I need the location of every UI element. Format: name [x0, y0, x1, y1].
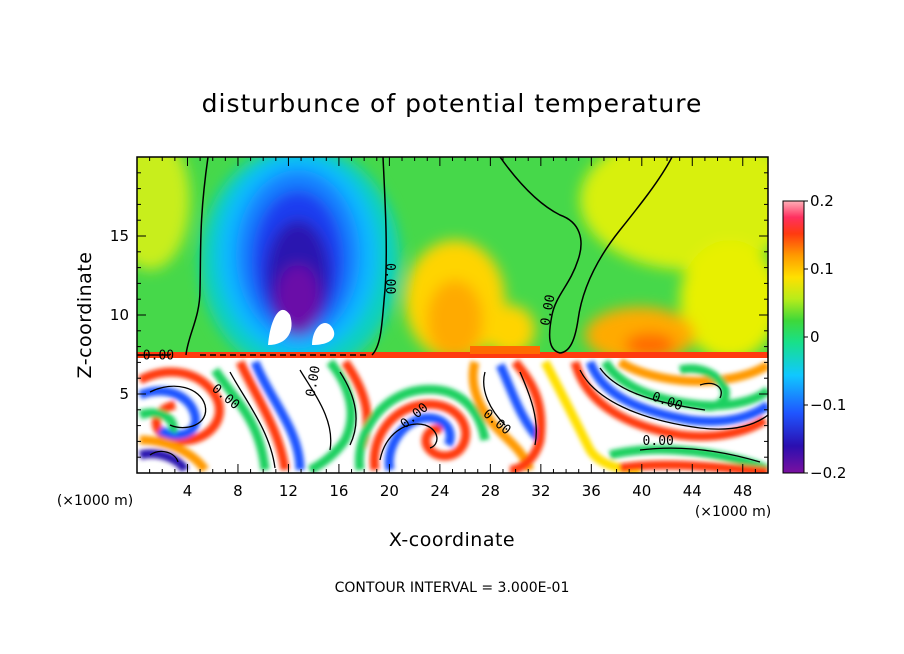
chart-title: disturbunce of potential temperature [202, 89, 703, 118]
x-tick-label: 16 [329, 482, 348, 500]
colorbar-tick-label: −0.2 [810, 464, 846, 482]
y-tick-label: 10 [110, 306, 129, 324]
x-axis-label: X-coordinate [389, 529, 515, 551]
contour-label: 0.00 [304, 365, 324, 398]
x-tick-label: 24 [430, 482, 449, 500]
x-tick-label: 48 [733, 482, 752, 500]
colorbar-tick-label: 0.2 [810, 192, 834, 210]
x-tick-label: 8 [233, 482, 243, 500]
contour-label: 0.00 [143, 349, 174, 364]
contour-label: 0.00 [643, 434, 674, 449]
x-tick-label: 36 [582, 482, 601, 500]
y-tick-label: 15 [110, 227, 129, 245]
x-tick-label: 32 [531, 482, 550, 500]
y-tick-label: 5 [119, 385, 129, 403]
colorbar-tick-label: 0.1 [810, 260, 834, 278]
x-tick-label: 40 [632, 482, 651, 500]
y-axis-label: Z-coordinate [74, 252, 96, 379]
colorbar-tick-label: −0.1 [810, 396, 846, 414]
x-tick-label: 12 [279, 482, 298, 500]
y-unit-label: (×1000 m) [57, 493, 133, 509]
x-tick-label: 44 [683, 482, 702, 500]
contour-label: 0.00 [382, 263, 397, 294]
contour-label: 0.00 [538, 294, 558, 327]
heatmap-field [137, 157, 768, 473]
colorbar [782, 200, 805, 474]
colorbar-tick-label: 0 [810, 328, 820, 346]
x-tick-label: 28 [481, 482, 500, 500]
x-tick-label: 20 [380, 482, 399, 500]
x-unit-label: (×1000 m) [695, 504, 771, 520]
x-tick-label: 4 [183, 482, 193, 500]
contour-interval-text: CONTOUR INTERVAL = 3.000E-01 [335, 580, 570, 596]
